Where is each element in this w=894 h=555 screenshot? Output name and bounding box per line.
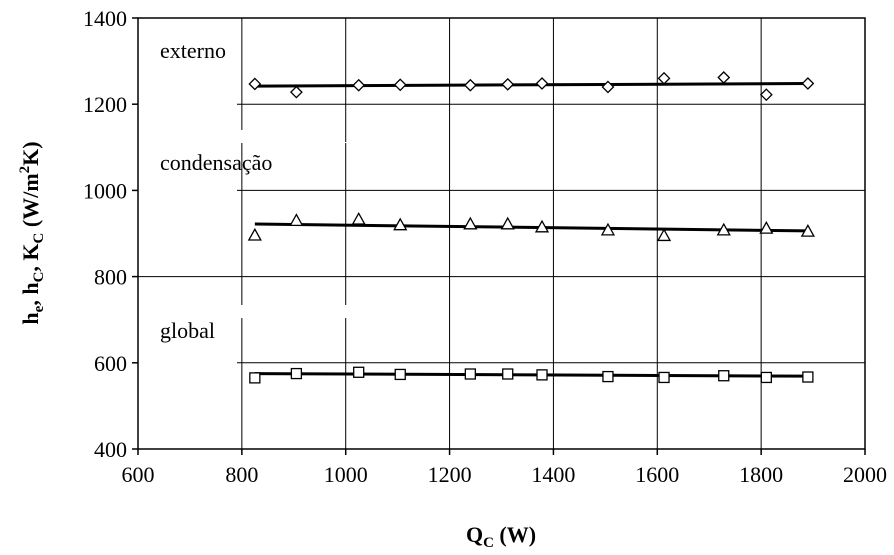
series-condensacao xyxy=(247,211,815,242)
y-axis-title-h-sub: e xyxy=(31,305,47,312)
y-axis-title-h: h xyxy=(18,312,43,324)
x-tick-label-1800: 1800 xyxy=(739,462,783,487)
series-externo xyxy=(248,71,815,102)
axis-ticks xyxy=(132,17,866,455)
x-tick-label-1600: 1600 xyxy=(635,462,679,487)
y-tick-label-600: 600 xyxy=(94,351,127,376)
y-tick-label-1200: 1200 xyxy=(83,92,127,117)
series-global xyxy=(249,366,814,384)
data-point-global xyxy=(353,366,365,378)
x-tick-label-800: 800 xyxy=(225,462,258,487)
series-label-externo: externo xyxy=(160,38,226,63)
x-tick-label-1400: 1400 xyxy=(531,462,575,487)
data-point-condensacao xyxy=(656,228,672,242)
y-axis-title-kc: , K xyxy=(18,243,43,271)
data-point-condensacao xyxy=(393,217,408,231)
data-point-global xyxy=(802,371,814,383)
data-point-externo xyxy=(289,85,303,99)
data-point-global xyxy=(394,368,406,381)
data-point-externo xyxy=(393,78,407,92)
x-tick-label-600: 600 xyxy=(122,462,155,487)
x-axis-title-main: Q xyxy=(466,522,483,547)
data-point-condensacao xyxy=(351,211,366,225)
data-point-externo xyxy=(759,88,773,102)
data-point-condensacao xyxy=(800,224,815,237)
x-tick-labels: 600 800 1000 1200 1400 1600 1800 2000 xyxy=(122,462,888,487)
x-axis-title-unit: (W) xyxy=(494,522,536,547)
data-point-global xyxy=(602,370,614,383)
data-point-global xyxy=(718,370,730,382)
y-axis-title-kc-sub: C xyxy=(31,233,47,244)
data-point-condensacao xyxy=(463,216,478,230)
data-point-global xyxy=(249,372,261,384)
y-tick-labels: 400 600 800 1000 1200 1400 xyxy=(83,6,127,462)
y-tick-label-1000: 1000 xyxy=(83,178,127,203)
data-point-condensacao xyxy=(600,222,616,236)
trendline-condensacao xyxy=(254,222,808,233)
y-tick-label-800: 800 xyxy=(94,265,127,290)
data-point-global xyxy=(658,371,670,384)
data-point-externo xyxy=(657,71,671,85)
y-tick-label-400: 400 xyxy=(94,437,127,462)
data-point-global xyxy=(760,371,772,384)
x-tick-label-1200: 1200 xyxy=(428,462,472,487)
x-tick-label-1000: 1000 xyxy=(324,462,368,487)
data-point-global xyxy=(536,369,548,381)
data-point-externo xyxy=(501,77,515,91)
data-point-global xyxy=(464,368,476,380)
y-axis-title-unit-end: K) xyxy=(18,141,43,165)
data-point-externo xyxy=(463,78,477,92)
data-point-condensacao xyxy=(289,213,304,227)
x-axis-title: QC (W) xyxy=(466,522,536,551)
data-point-externo xyxy=(601,80,615,94)
series-label-global: global xyxy=(160,318,215,343)
x-tick-label-2000: 2000 xyxy=(843,462,887,487)
data-point-externo xyxy=(535,77,549,90)
series-layer xyxy=(247,71,815,384)
data-point-externo xyxy=(717,71,731,84)
data-point-externo xyxy=(248,77,262,91)
data-point-condensacao xyxy=(247,227,262,241)
y-axis-title-unit-sup: 2 xyxy=(17,166,33,174)
data-point-condensacao xyxy=(759,220,774,234)
series-label-condensacao: condensação xyxy=(160,150,272,175)
y-axis-title-hc: , h xyxy=(18,282,43,305)
data-point-condensacao xyxy=(534,219,550,233)
trendline-externo xyxy=(254,82,808,88)
plot-area-frame xyxy=(137,17,866,450)
data-point-global xyxy=(290,367,303,380)
x-axis-title-sub: C xyxy=(483,535,494,551)
y-tick-label-1400: 1400 xyxy=(83,6,127,31)
data-point-externo xyxy=(801,77,815,90)
y-axis-title-hc-sub: C xyxy=(31,272,47,283)
trendline-global xyxy=(254,372,808,378)
data-point-global xyxy=(502,368,514,380)
data-point-condensacao xyxy=(716,222,731,236)
data-point-externo xyxy=(352,78,366,92)
y-axis-title: he, hC, KC (W/m2K) xyxy=(17,141,47,324)
data-point-condensacao xyxy=(500,216,515,230)
y-axis-title-unit: (W/m xyxy=(18,173,43,232)
